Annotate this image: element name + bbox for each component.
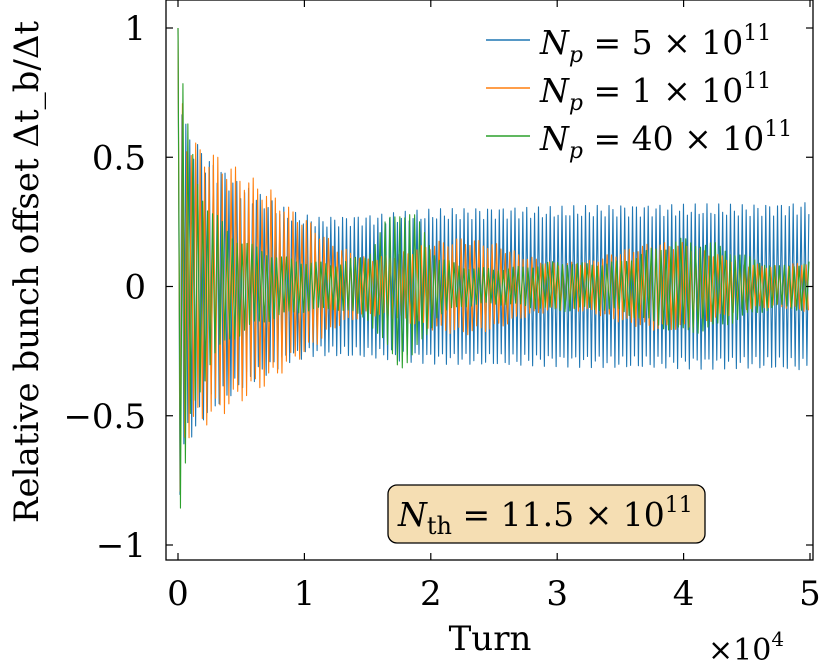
axes-layer: 0 1 2 3 4 5 1 0.5 0 −0.5 −1 Turn ×104 Relative bunch … bbox=[7, 0, 821, 662]
series-line-3 bbox=[177, 27, 810, 509]
y-tick-label-2: 0 bbox=[124, 268, 146, 308]
x-tick-label-4: 4 bbox=[673, 574, 695, 614]
legend-label-3: Np = 40 × 1011 bbox=[539, 117, 792, 164]
x-axis-multiplier: ×104 bbox=[708, 627, 784, 662]
y-tick-label-0: 1 bbox=[124, 9, 146, 49]
series-layer bbox=[177, 27, 810, 509]
legend-label-1: Np = 5 × 1011 bbox=[539, 21, 771, 68]
legend-label-2: Np = 1 × 1011 bbox=[539, 69, 771, 116]
y-tick-label-4: −1 bbox=[96, 526, 146, 566]
x-axis-label: Turn bbox=[449, 619, 532, 659]
x-tick-label-3: 3 bbox=[546, 574, 568, 614]
annotation: Nth = 11.5 × 1011 bbox=[387, 484, 706, 544]
annotation-box bbox=[387, 484, 706, 544]
y-tick-label-3: −0.5 bbox=[63, 397, 146, 437]
y-tick-label-1: 0.5 bbox=[92, 138, 146, 178]
plot-frame bbox=[165, 0, 814, 561]
x-tick-label-2: 2 bbox=[420, 574, 442, 614]
x-tick-label-0: 0 bbox=[167, 574, 189, 614]
y-axis-label: Relative bunch offset Δt_b/Δt bbox=[7, 21, 47, 524]
x-tick-label-1: 1 bbox=[294, 574, 316, 614]
x-tick-label-5: 5 bbox=[799, 574, 821, 614]
annotation-text: Nth = 11.5 × 1011 bbox=[397, 493, 693, 540]
